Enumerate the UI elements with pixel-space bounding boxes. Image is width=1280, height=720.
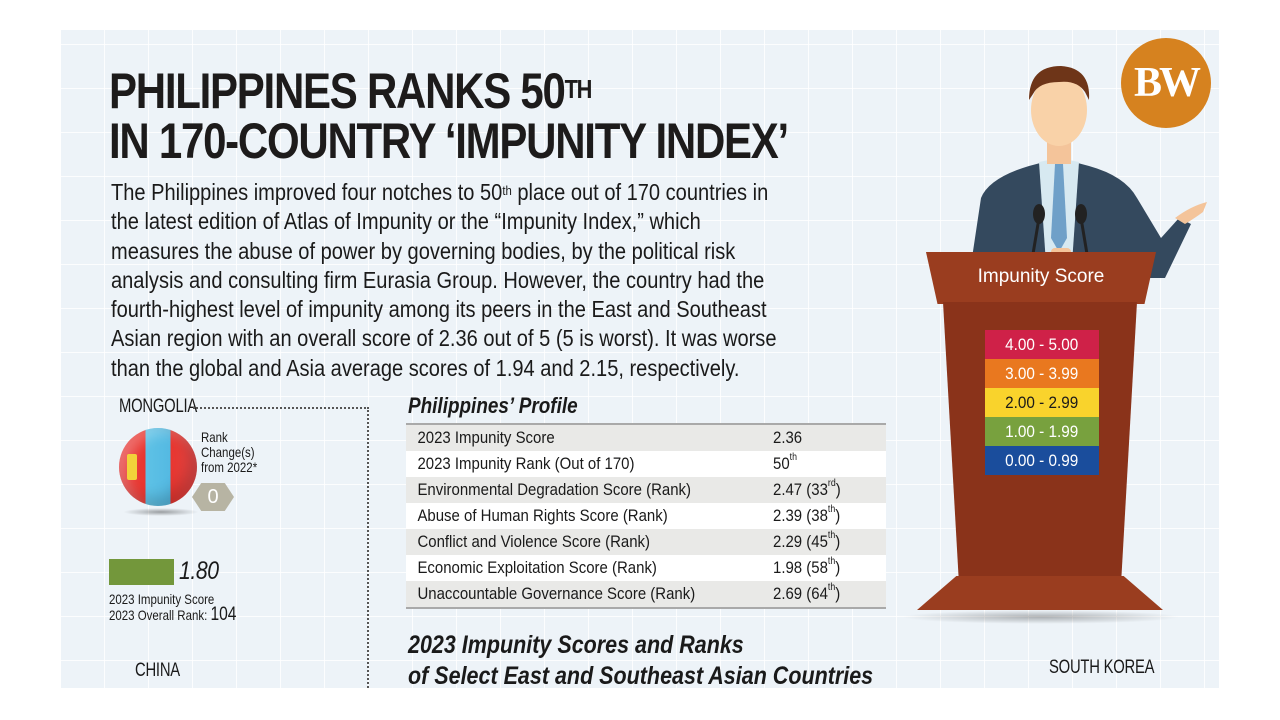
overall-rank-mongolia: 104 xyxy=(210,604,237,625)
connector-line-vertical xyxy=(367,407,369,688)
lede-paragraph: The Philippines improved four notches to… xyxy=(111,178,896,383)
legend-item-2-3: 2.00 - 2.99 xyxy=(985,388,1099,417)
lede-line: fourth-highest level of impunity among i… xyxy=(111,296,767,323)
table-row: Unaccountable Governance Score (Rank) 2.… xyxy=(406,581,886,607)
podium-base xyxy=(917,576,1163,610)
legend-item-1-2: 1.00 - 1.99 xyxy=(985,417,1099,446)
lede-line: measures the abuse of power by governing… xyxy=(111,237,736,264)
connector-line-horizontal xyxy=(193,407,369,409)
country-label-china: CHINA xyxy=(135,660,180,681)
podium-title: Impunity Score xyxy=(977,266,1105,287)
table-row: Abuse of Human Rights Score (Rank) 2.39 … xyxy=(406,503,886,529)
soyombo-emblem-icon xyxy=(127,454,137,480)
headline-superscript: TH xyxy=(564,74,593,104)
table-row: Economic Exploitation Score (Rank) 1.98 … xyxy=(406,555,886,581)
impunity-score-legend: 4.00 - 5.00 3.00 - 3.99 2.00 - 2.99 1.00… xyxy=(985,330,1099,475)
headline-line-1: PHILIPPINES RANKS 50TH xyxy=(109,63,593,119)
flag-shadow xyxy=(123,508,199,516)
table-row: Environmental Degradation Score (Rank) 2… xyxy=(406,477,886,503)
mongolia-flag-icon xyxy=(119,428,197,506)
rank-change-badge: 0 xyxy=(192,483,234,511)
podium-top xyxy=(926,252,1156,304)
podium-shadow xyxy=(901,610,1181,624)
country-label-mongolia: MONGOLIA xyxy=(119,396,198,417)
table-row: 2023 Impunity Score 2.36 xyxy=(406,425,886,451)
headline: PHILIPPINES RANKS 50TH IN 170-COUNTRY ‘I… xyxy=(109,63,789,169)
table-row: Conflict and Violence Score (Rank) 2.29 … xyxy=(406,529,886,555)
score-value-mongolia: 1.80 xyxy=(179,557,219,585)
headline-line-2: IN 170-COUNTRY ‘IMPUNITY INDEX’ xyxy=(109,113,789,169)
bw-logo: BW xyxy=(1121,38,1211,128)
lede-line: than the global and Asia average scores … xyxy=(111,354,740,381)
infographic-canvas: PHILIPPINES RANKS 50TH IN 170-COUNTRY ‘I… xyxy=(61,30,1219,688)
legend-item-4-5: 4.00 - 5.00 xyxy=(985,330,1099,359)
score-bar-mongolia xyxy=(109,559,174,585)
legend-item-0-1: 0.00 - 0.99 xyxy=(985,446,1099,475)
lede-line: analysis and consulting firm Eurasia Gro… xyxy=(111,266,765,293)
lede-line: the latest edition of Atlas of Impunity … xyxy=(111,208,701,235)
lede-line: The Philippines improved four notches to… xyxy=(111,179,769,205)
legend-item-3-4: 3.00 - 3.99 xyxy=(985,359,1099,388)
lede-line: Asian region with an overall score of 2.… xyxy=(111,325,777,352)
country-label-south-korea: SOUTH KOREA xyxy=(1049,657,1155,678)
profile-table: 2023 Impunity Score 2.36 2023 Impunity R… xyxy=(406,423,886,609)
score-caption-mongolia: 2023 Impunity Score 2023 Overall Rank: 1… xyxy=(109,591,237,625)
profile-title: Philippines’ Profile xyxy=(408,393,578,418)
section-title: 2023 Impunity Scores and Ranks of Select… xyxy=(408,631,874,688)
table-row: 2023 Impunity Rank (Out of 170) 50th xyxy=(406,451,886,477)
rank-change-label: Rank Change(s) from 2022* xyxy=(201,429,258,475)
